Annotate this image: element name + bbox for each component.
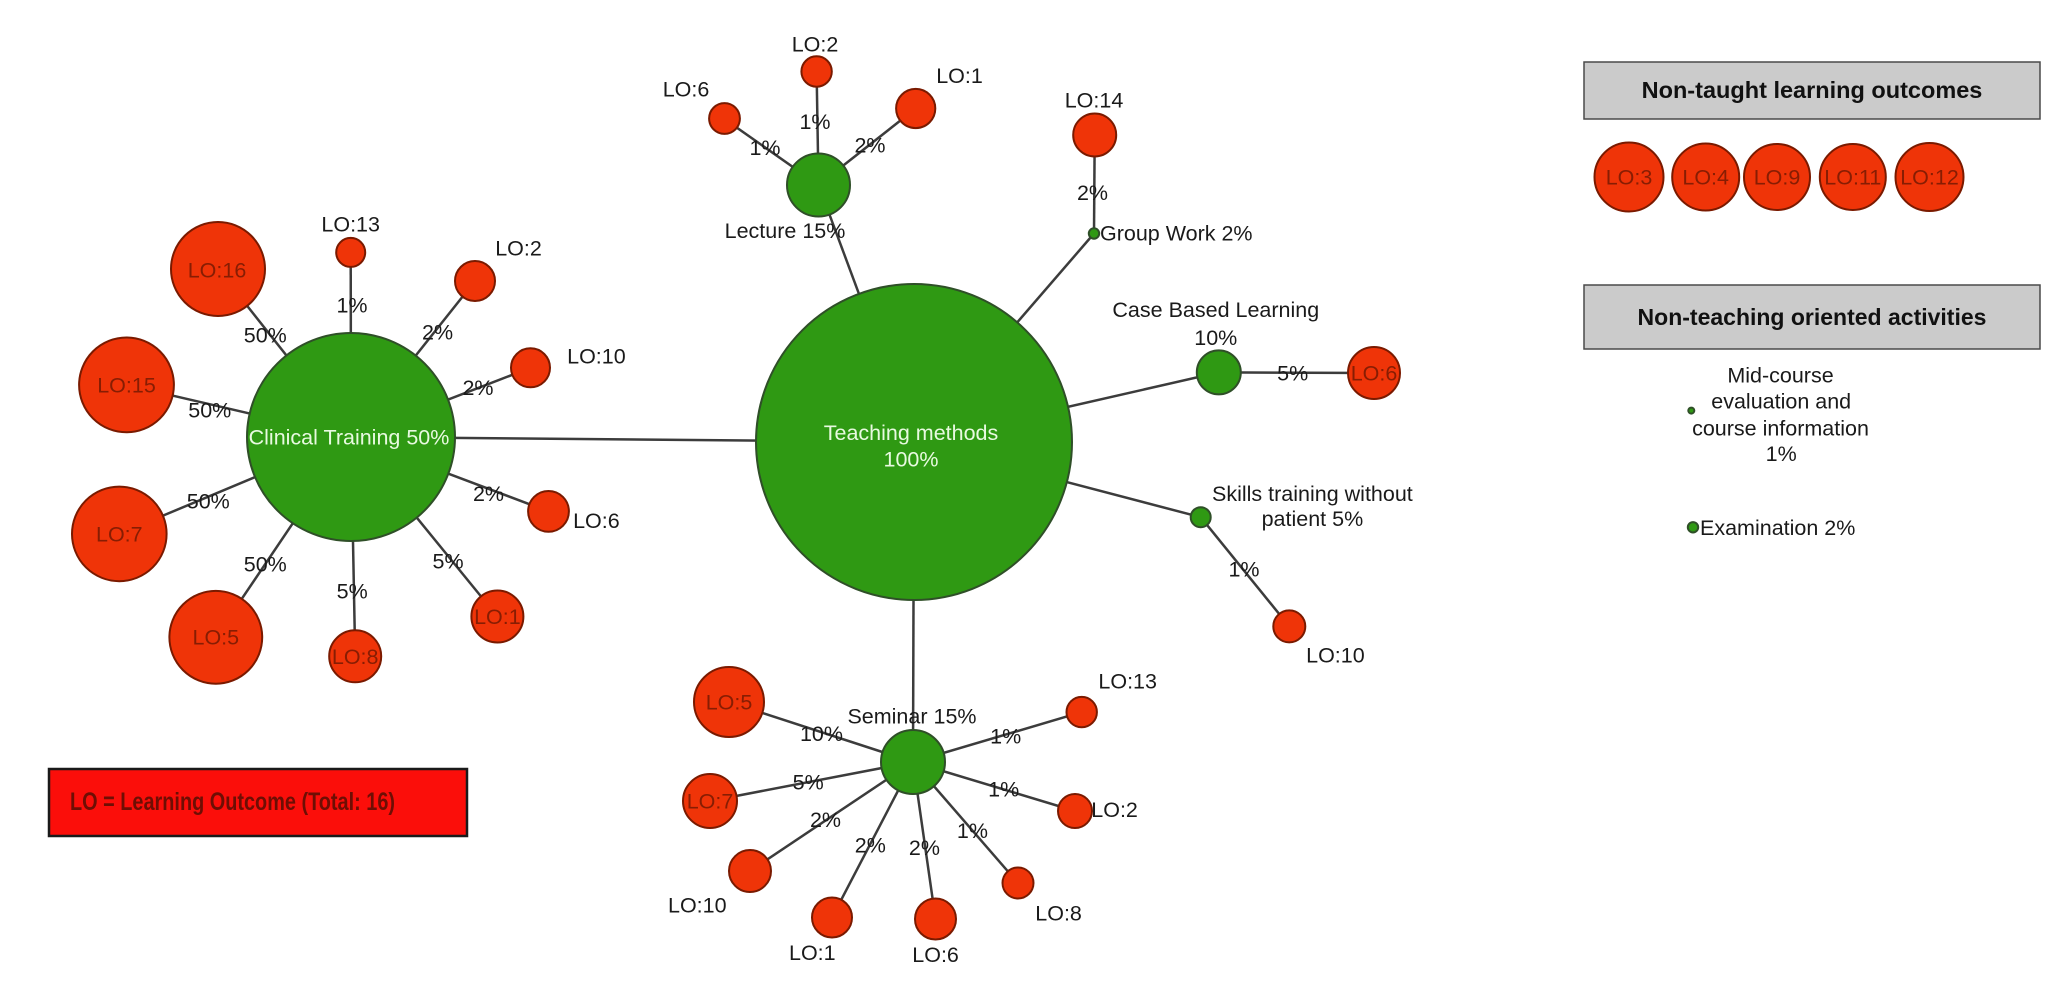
- svg-text:1%: 1%: [336, 293, 367, 317]
- svg-text:LO:6: LO:6: [1351, 362, 1398, 386]
- svg-text:LO:7: LO:7: [96, 523, 143, 547]
- svg-text:course information: course information: [1692, 417, 1869, 441]
- svg-text:LO:14: LO:14: [1065, 89, 1124, 113]
- svg-text:LO:1: LO:1: [474, 605, 521, 629]
- svg-text:evaluation and: evaluation and: [1711, 390, 1851, 414]
- svg-text:LO:6: LO:6: [573, 509, 620, 533]
- svg-text:LO:10: LO:10: [1306, 643, 1365, 667]
- svg-text:LO:3: LO:3: [1606, 166, 1653, 190]
- svg-text:5%: 5%: [337, 579, 368, 603]
- svg-text:LO:11: LO:11: [1824, 166, 1881, 190]
- svg-text:1%: 1%: [749, 136, 780, 160]
- svg-text:Non-teaching oriented activiti: Non-teaching oriented activities: [1638, 304, 1987, 330]
- svg-text:LO:2: LO:2: [1091, 798, 1138, 822]
- svg-text:LO:13: LO:13: [1098, 670, 1157, 694]
- svg-text:2%: 2%: [855, 834, 886, 858]
- svg-text:LO:5: LO:5: [706, 691, 753, 715]
- svg-text:Group Work 2%: Group Work 2%: [1100, 222, 1253, 246]
- svg-text:LO:2: LO:2: [792, 33, 839, 57]
- svg-text:LO:4: LO:4: [1682, 166, 1729, 190]
- svg-text:1%: 1%: [990, 725, 1021, 749]
- svg-text:LO:5: LO:5: [192, 626, 239, 650]
- svg-text:5%: 5%: [1277, 362, 1308, 386]
- svg-text:LO:16: LO:16: [188, 259, 247, 283]
- svg-text:50%: 50%: [188, 398, 231, 422]
- svg-text:1%: 1%: [1766, 442, 1797, 466]
- svg-text:50%: 50%: [244, 552, 287, 576]
- svg-text:Non-taught learning outcomes: Non-taught learning outcomes: [1642, 77, 1983, 103]
- svg-text:5%: 5%: [793, 771, 824, 795]
- svg-text:2%: 2%: [909, 836, 940, 860]
- svg-text:LO:8: LO:8: [1035, 902, 1082, 926]
- svg-text:LO:6: LO:6: [663, 78, 710, 102]
- svg-text:LO:6: LO:6: [912, 943, 959, 967]
- svg-text:LO:15: LO:15: [97, 374, 156, 398]
- svg-text:LO:10: LO:10: [668, 894, 727, 918]
- svg-text:1%: 1%: [957, 819, 988, 843]
- svg-text:1%: 1%: [988, 778, 1019, 802]
- svg-text:2%: 2%: [473, 482, 504, 506]
- svg-text:Lecture 15%: Lecture 15%: [725, 219, 846, 243]
- svg-text:2%: 2%: [1077, 181, 1108, 205]
- svg-text:LO:1: LO:1: [789, 941, 836, 965]
- svg-text:LO:1: LO:1: [936, 64, 983, 88]
- svg-text:Seminar 15%: Seminar 15%: [847, 705, 976, 729]
- svg-text:LO:10: LO:10: [567, 344, 626, 368]
- svg-text:patient 5%: patient 5%: [1262, 507, 1364, 531]
- svg-text:Examination 2%: Examination 2%: [1700, 516, 1855, 540]
- svg-text:LO:13: LO:13: [321, 213, 380, 237]
- svg-text:1%: 1%: [799, 110, 830, 134]
- svg-text:LO = Learning Outcome (Total:: LO = Learning Outcome (Total: 16): [70, 788, 395, 816]
- svg-text:1%: 1%: [1228, 557, 1259, 581]
- svg-text:5%: 5%: [433, 549, 464, 573]
- svg-text:Clinical Training 50%: Clinical Training 50%: [249, 426, 450, 450]
- svg-text:LO:8: LO:8: [332, 645, 379, 669]
- svg-text:Skills training without: Skills training without: [1212, 482, 1413, 506]
- svg-text:100%: 100%: [884, 447, 939, 471]
- svg-text:LO:2: LO:2: [495, 237, 542, 261]
- svg-text:Mid-course: Mid-course: [1727, 364, 1833, 388]
- svg-text:10%: 10%: [800, 722, 843, 746]
- svg-text:2%: 2%: [810, 808, 841, 832]
- svg-text:LO:7: LO:7: [687, 790, 734, 814]
- svg-text:50%: 50%: [187, 489, 230, 513]
- svg-text:10%: 10%: [1194, 326, 1237, 350]
- svg-text:Case Based Learning: Case Based Learning: [1112, 298, 1319, 322]
- svg-text:2%: 2%: [422, 320, 453, 344]
- svg-text:Teaching methods: Teaching methods: [824, 421, 999, 445]
- svg-text:LO:12: LO:12: [1900, 166, 1959, 190]
- svg-text:2%: 2%: [854, 134, 885, 158]
- svg-text:LO:9: LO:9: [1754, 166, 1801, 190]
- svg-text:50%: 50%: [244, 323, 287, 347]
- svg-text:2%: 2%: [462, 376, 493, 400]
